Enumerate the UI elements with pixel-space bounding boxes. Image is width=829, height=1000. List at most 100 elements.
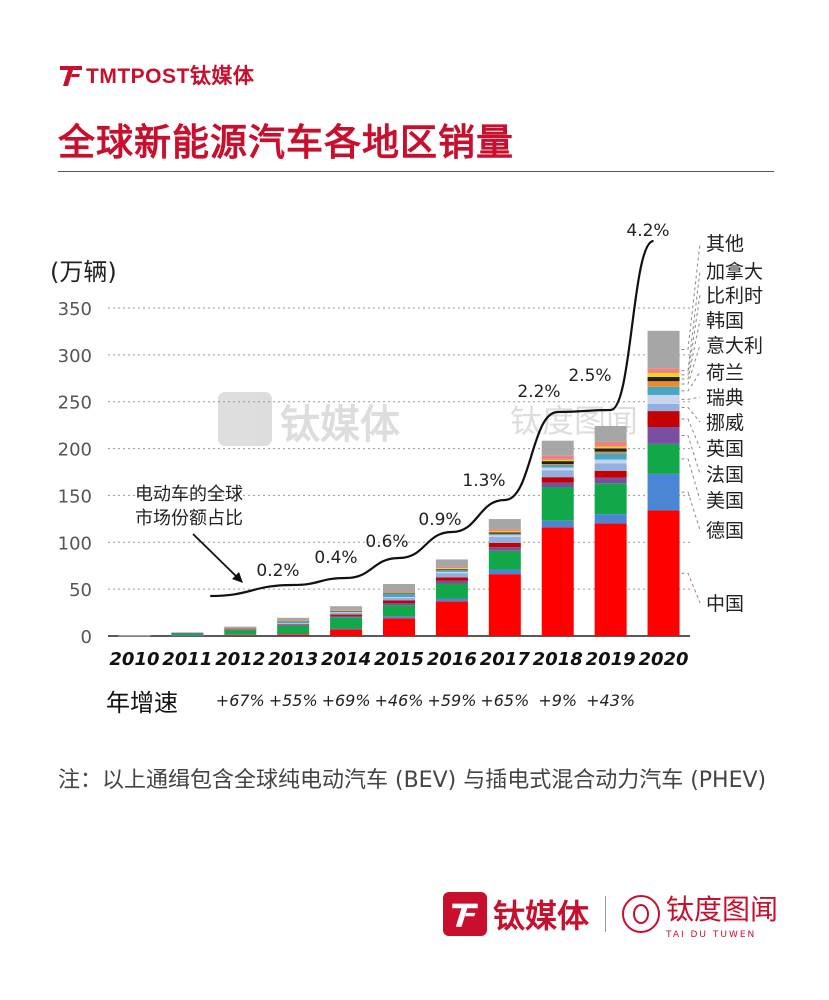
- bar-segment: [330, 609, 363, 611]
- share-label: 0.4%: [314, 548, 357, 568]
- brand-text: TMTPOST钛媒体: [86, 65, 255, 88]
- share-label: 0.6%: [365, 532, 408, 552]
- bar-segment: [541, 459, 574, 462]
- bar-segment: [383, 593, 415, 598]
- bar-segment: [594, 425, 627, 442]
- x-tick-label: 2019: [586, 649, 636, 670]
- bar-segment: [541, 482, 574, 487]
- bar-segment: [383, 605, 415, 617]
- bar-segment: [435, 601, 468, 636]
- bar-segment: [330, 614, 363, 616]
- annotation-arrow-head: [232, 572, 243, 583]
- bar-segment: [435, 580, 468, 584]
- legend-label-美国: 美国: [706, 490, 744, 512]
- x-tick-label: 2012: [215, 649, 265, 670]
- page-title: 全球新能源汽车各地区销量: [58, 121, 514, 164]
- bar-segment: [330, 610, 363, 612]
- x-tick-label: 2015: [374, 649, 424, 670]
- share-label: 1.3%: [462, 471, 505, 491]
- bar-segment: [541, 467, 574, 471]
- bar-segment: [647, 403, 680, 412]
- legend-leader: [681, 319, 701, 380]
- y-tick-label: 250: [58, 393, 92, 414]
- bar-segment: [647, 473, 680, 511]
- taidu-eye-icon: [622, 895, 661, 933]
- watermark-logo-icon: [218, 392, 272, 446]
- legend-label-挪威: 挪威: [706, 412, 744, 434]
- legend-leader: [681, 396, 701, 400]
- bar-segment: [647, 372, 680, 377]
- y-tick-label: 50: [69, 580, 92, 601]
- legend-leader: [681, 270, 701, 372]
- bar-segment: [541, 470, 574, 478]
- legend-label-加拿大: 加拿大: [706, 260, 763, 283]
- legend-label-比利时: 比利时: [706, 285, 763, 307]
- bar-segment: [488, 534, 521, 536]
- bar-segment: [383, 600, 415, 604]
- growth-value: +67%: [216, 691, 265, 710]
- bar-segment: [594, 463, 627, 471]
- bar-segment: [224, 629, 257, 630]
- bar-segment: [488, 529, 521, 532]
- bar-segment: [224, 634, 257, 636]
- bar-segment: [330, 610, 363, 613]
- annotation-arrow: [192, 533, 239, 579]
- bar-segment: [594, 453, 627, 460]
- growth-value: +59%: [427, 691, 476, 710]
- growth-value: +43%: [586, 691, 635, 710]
- title-divider: [58, 171, 774, 172]
- x-tick-label: 2018: [533, 649, 583, 670]
- bar-segment: [435, 569, 468, 572]
- bar-segment: [541, 464, 574, 468]
- growth-value: +65%: [480, 691, 529, 710]
- bar-segment: [647, 376, 680, 382]
- bar-segment: [171, 632, 204, 634]
- share-annotation-line1: 电动车的全球: [135, 484, 243, 505]
- bar-segment: [488, 535, 521, 538]
- bar-segment: [647, 427, 680, 444]
- bar-segment: [647, 411, 680, 428]
- share-label: 2.2%: [517, 382, 560, 402]
- y-tick-label: 100: [58, 533, 92, 554]
- bar-segment: [488, 547, 521, 551]
- y-axis-label: (万辆): [50, 258, 117, 286]
- growth-value: +55%: [269, 691, 318, 710]
- bar-segment: [594, 459, 627, 464]
- bar-segment: [171, 635, 204, 636]
- footer-brand: 钛媒体 钛度图闻 TAI DU TUWEN: [443, 884, 778, 944]
- bar-segment: [435, 568, 468, 570]
- bar-segment: [435, 598, 468, 602]
- bar-segment: [594, 483, 627, 515]
- bar-segment: [383, 618, 415, 636]
- bar-segment: [647, 381, 680, 387]
- bar-segment: [488, 537, 521, 543]
- bar-segment: [224, 630, 257, 635]
- bar-segment: [383, 592, 415, 593]
- legend-leader: [681, 491, 701, 531]
- bar-segment: [541, 486, 574, 521]
- bar-segment: [224, 626, 257, 628]
- bar-segment: [488, 542, 521, 548]
- bar-segment: [435, 569, 468, 570]
- bar-segment: [647, 330, 680, 369]
- chart: 钛媒体 钛度图闻 (万辆) 0 50 100 150 200 250 300 350 2010 2011…: [50, 221, 763, 717]
- bar-segment: [594, 446, 627, 449]
- bar-segment: [383, 591, 415, 593]
- bar-segment: [383, 583, 415, 592]
- footer-brand2-en: TAI DU TUWEN: [666, 930, 757, 940]
- bar-segment: [488, 550, 521, 570]
- bar-segment: [435, 577, 468, 581]
- share-label: 4.2%: [626, 221, 669, 241]
- bar-segment: [171, 633, 204, 636]
- legend-label-荷兰: 荷兰: [706, 362, 744, 384]
- x-tick-label: 2013: [268, 649, 318, 670]
- footnote: 注：以上通缉包含全球纯电动汽车 (BEV) 与插电式混合动力汽车 (PHEV): [58, 768, 767, 793]
- bar-segment: [118, 635, 151, 637]
- bar-segment: [277, 634, 310, 635]
- bar-segment: [383, 597, 415, 598]
- bar-segment: [277, 625, 310, 635]
- bar-segment: [488, 574, 521, 636]
- bar-segment: [488, 533, 521, 535]
- legend-leader: [681, 572, 701, 604]
- growth-row-label: 年增速: [106, 689, 178, 717]
